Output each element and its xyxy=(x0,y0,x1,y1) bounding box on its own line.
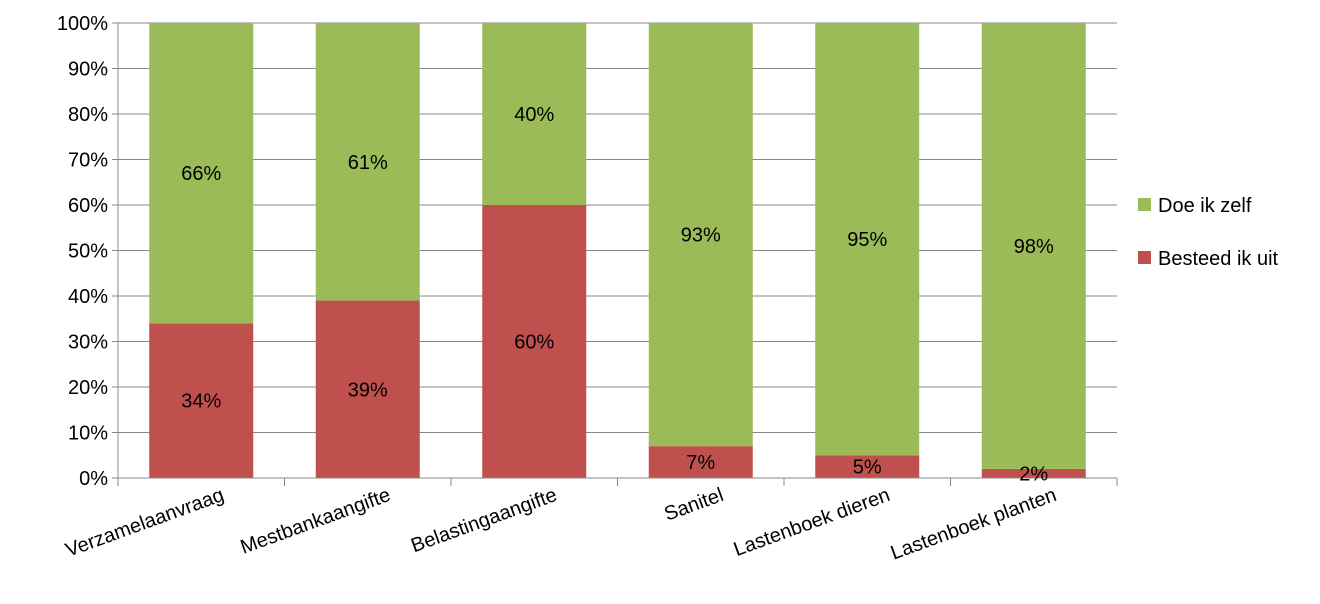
legend-swatch xyxy=(1138,251,1151,264)
data-label: 34% xyxy=(181,391,221,413)
bar-segment xyxy=(149,323,254,478)
bar-segment xyxy=(815,455,920,478)
bar-segment xyxy=(149,23,254,324)
data-label: 66% xyxy=(181,163,221,185)
y-tick-label: 50% xyxy=(68,241,108,263)
data-label: 95% xyxy=(847,229,887,251)
bar-segment xyxy=(482,205,587,478)
data-label: 93% xyxy=(681,225,721,247)
gridlines xyxy=(118,22,1117,433)
x-category-label: Sanitel xyxy=(661,484,726,526)
x-axis-labels: Verzamelaanvraag Mestbankaangifte Belastin… xyxy=(63,484,1060,564)
data-label: 98% xyxy=(1014,236,1054,258)
data-label: 40% xyxy=(514,104,554,126)
x-category-label: Mestbankaangifte xyxy=(238,484,394,559)
data-label: 2% xyxy=(1019,463,1048,485)
x-category-label: Lastenboek dieren xyxy=(731,484,893,561)
y-tick-label: 90% xyxy=(68,59,108,81)
y-tick-label: 80% xyxy=(68,104,108,126)
y-tick-label: 20% xyxy=(68,377,108,399)
data-label: 5% xyxy=(853,457,882,479)
bar-segment xyxy=(981,23,1086,469)
y-tick-label: 10% xyxy=(68,423,108,445)
bar-segment xyxy=(482,23,587,205)
y-tick-label: 0% xyxy=(79,468,108,490)
bar-segment xyxy=(981,468,1086,478)
legend-label: Doe ik zelf xyxy=(1158,195,1252,217)
x-category-label: Verzamelaanvraag xyxy=(63,484,227,562)
legend: Doe ik zelf Besteed ik uit xyxy=(1138,195,1279,270)
y-tick-label: 70% xyxy=(68,150,108,172)
legend-swatch xyxy=(1138,198,1151,211)
bars xyxy=(149,23,1086,478)
axes xyxy=(112,22,1118,486)
data-label: 39% xyxy=(348,379,388,401)
legend-label: Besteed ik uit xyxy=(1158,248,1279,270)
bar-segment xyxy=(315,300,420,478)
bar-segment xyxy=(315,23,420,301)
y-tick-label: 60% xyxy=(68,195,108,217)
data-label: 61% xyxy=(348,152,388,174)
x-category-label: Belastingaangifte xyxy=(408,484,560,557)
bar-segment xyxy=(648,23,753,447)
data-label: 60% xyxy=(514,332,554,354)
y-tick-label: 30% xyxy=(68,332,108,354)
bar-segment xyxy=(815,23,920,456)
y-tick-label: 100% xyxy=(57,13,108,35)
data-label: 7% xyxy=(686,452,715,474)
y-tick-label: 40% xyxy=(68,286,108,308)
y-axis-labels: 0% 10% 20% 30% 40% 50% 60% 70% 80% 90% 100% xyxy=(57,13,108,490)
data-labels: 34% 66% 39% 61% 60% 40% 7% 93% 5% 95% 2% 98% xyxy=(181,104,1054,485)
bar-segment xyxy=(648,446,753,478)
x-category-label: Lastenboek planten xyxy=(888,484,1060,564)
